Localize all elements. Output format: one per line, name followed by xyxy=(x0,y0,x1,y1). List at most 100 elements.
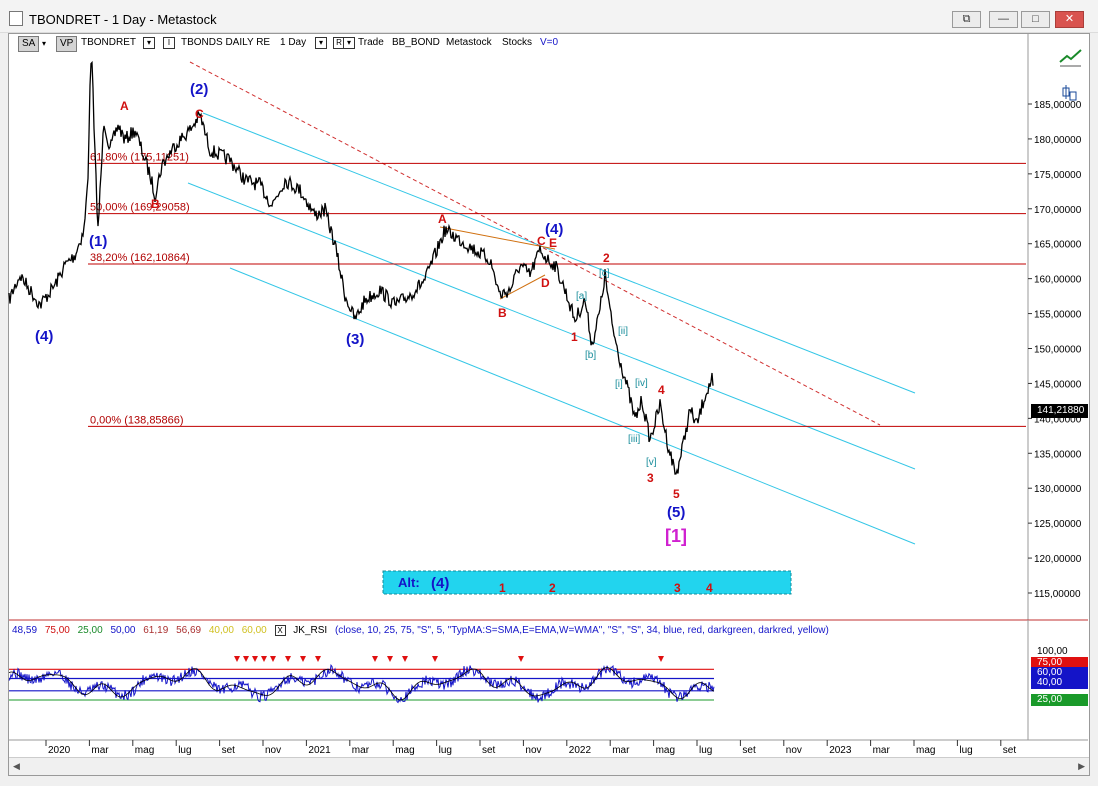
code-label: BB_BOND xyxy=(392,37,440,48)
wave-label-b2: B xyxy=(498,306,507,320)
time-axis-label: lug xyxy=(178,745,191,756)
rsi-series xyxy=(8,663,715,704)
time-axis-label: mag xyxy=(916,745,935,756)
price-axis-label: 115,00000 xyxy=(1034,589,1081,600)
ind-val-7: 40,00 xyxy=(208,625,234,636)
time-axis-label: 2020 xyxy=(48,745,71,756)
wave-label-e2: E xyxy=(549,236,557,250)
rsi-signal-arrow xyxy=(518,656,524,662)
security-name: TBONDS DAILY RE xyxy=(181,37,271,48)
time-axis-label: mar xyxy=(352,745,370,756)
window-title: TBONDRET - 1 Day - Metastock xyxy=(29,12,217,27)
wave-label-a2: A xyxy=(438,212,447,226)
wave-label-c1: C xyxy=(195,107,204,121)
type-label: Stocks xyxy=(502,37,533,48)
channel-mid-line xyxy=(187,182,916,470)
scroll-right-icon[interactable]: ▶ xyxy=(1078,761,1085,771)
rsi-signal-arrow xyxy=(234,656,240,662)
source-label: Metastock xyxy=(446,37,492,48)
rsi-signal-arrow xyxy=(402,656,408,662)
ind-val-1: 48,59 xyxy=(12,625,38,636)
wave-label-red-5: 5 xyxy=(673,487,680,501)
rsi-signal-arrow xyxy=(243,656,249,662)
period-dropdown-icon[interactable]: ▾ xyxy=(315,37,327,49)
rsi-axis-60: 60,00 xyxy=(1031,667,1088,679)
rsi-axis-75: 75,00 xyxy=(1031,657,1088,669)
r-dropdown-icon[interactable]: ▾ xyxy=(343,37,355,49)
wave-label-red-2: 2 xyxy=(603,251,610,265)
right-icon-column xyxy=(1059,48,1085,113)
wave-label-ii-bracket: [ii] xyxy=(618,326,628,337)
rsi-axis-100: 100,00 xyxy=(1037,646,1068,657)
price-axis-label: 125,00000 xyxy=(1034,519,1082,530)
channel-lower-line xyxy=(229,267,916,545)
indicator-name: JK_RSI xyxy=(293,625,328,636)
wave-label-a-bracket: [a] xyxy=(576,291,587,302)
time-axis-label: set xyxy=(222,745,236,756)
time-axis-label: 2021 xyxy=(308,745,331,756)
price-series xyxy=(8,60,714,475)
horizontal-scrollbar[interactable]: ◀ ▶ xyxy=(9,757,1089,775)
indicator-close-icon[interactable]: X xyxy=(274,625,286,636)
app-icon xyxy=(9,11,23,26)
wave-label-red-4: 4 xyxy=(658,383,665,397)
wave-label-c-bracket: [c] xyxy=(599,268,610,279)
ind-val-8: 60,00 xyxy=(241,625,267,636)
sa-dropdown-icon[interactable]: ▾ xyxy=(42,39,47,48)
time-axis-label: nov xyxy=(265,745,281,756)
price-axis-label: 160,00000 xyxy=(1034,275,1082,286)
rsi-signal-arrow xyxy=(270,656,276,662)
rsi-axis-25: 25,00 xyxy=(1031,694,1088,706)
wave-label-3: (3) xyxy=(346,331,364,348)
price-axis-label: 170,00000 xyxy=(1034,205,1082,216)
trendline-dashed xyxy=(189,61,881,426)
wave-label-c2: C xyxy=(537,234,546,248)
chart-area[interactable] xyxy=(8,33,1090,776)
alt-wave-3: 3 xyxy=(674,581,681,595)
vp-button[interactable]: VP xyxy=(56,36,78,52)
wave-label-v-bracket: [v] xyxy=(646,457,657,468)
wave-label-red-3: 3 xyxy=(647,471,654,485)
ind-val-3: 25,00 xyxy=(77,625,103,636)
restore-all-button[interactable]: ⧉ xyxy=(952,11,981,28)
minimize-button[interactable]: — xyxy=(989,11,1018,28)
indicator-params: (close, 10, 25, 75, "S", 5, "TypMA:S=SMA… xyxy=(334,625,829,636)
trade-label: Trade xyxy=(358,37,384,48)
time-axis-label: lug xyxy=(699,745,712,756)
price-axis-label: 150,00000 xyxy=(1034,345,1082,356)
time-axis-label: mag xyxy=(656,745,675,756)
maximize-button[interactable]: □ xyxy=(1021,11,1050,28)
symbol-dropdown-icon[interactable]: ▾ xyxy=(143,37,155,49)
symbol-label: TBONDRET xyxy=(81,37,136,48)
time-axis-label: mar xyxy=(91,745,109,756)
time-axis-label: 2022 xyxy=(569,745,592,756)
close-button[interactable]: ✕ xyxy=(1055,11,1084,28)
price-axis-label: 120,00000 xyxy=(1034,554,1082,565)
scroll-left-icon[interactable]: ◀ xyxy=(13,761,20,771)
indicator-header: 48,59 75,00 25,00 50,00 61,19 56,69 40,0… xyxy=(12,625,834,636)
fib-level-label: 0,00% (138,85866) xyxy=(90,414,184,426)
rsi-axis-40: 40,00 xyxy=(1031,677,1088,689)
title-bar: TBONDRET - 1 Day - Metastock ⧉ — □ ✕ xyxy=(0,0,1098,33)
time-axis-label: nov xyxy=(525,745,541,756)
wave-label-red-1: 1 xyxy=(571,330,578,344)
time-axis-label: lug xyxy=(959,745,972,756)
info-icon[interactable]: I xyxy=(163,37,175,49)
price-axis-label: 180,00000 xyxy=(1034,135,1082,146)
rsi-signal-arrow xyxy=(285,656,291,662)
price-axis-label: 140,00000 xyxy=(1034,414,1082,425)
time-axis-label: 2023 xyxy=(829,745,852,756)
price-axis-label: 145,00000 xyxy=(1034,379,1082,390)
wave-label-d2: D xyxy=(541,276,550,290)
fib-level-label: 50,00% (169,29058) xyxy=(90,202,190,214)
time-axis-label: mag xyxy=(135,745,154,756)
alt-label: Alt: xyxy=(398,575,420,590)
sa-button[interactable]: SA xyxy=(18,36,40,52)
chart-tools-icon[interactable] xyxy=(1059,48,1085,108)
rsi-signal-arrow xyxy=(261,656,267,662)
ind-val-2: 75,00 xyxy=(44,625,70,636)
time-axis-label: mar xyxy=(873,745,891,756)
price-axis-label: 185,00000 xyxy=(1034,100,1082,111)
ind-val-5: 61,19 xyxy=(143,625,169,636)
rsi-signal-arrow xyxy=(658,656,664,662)
